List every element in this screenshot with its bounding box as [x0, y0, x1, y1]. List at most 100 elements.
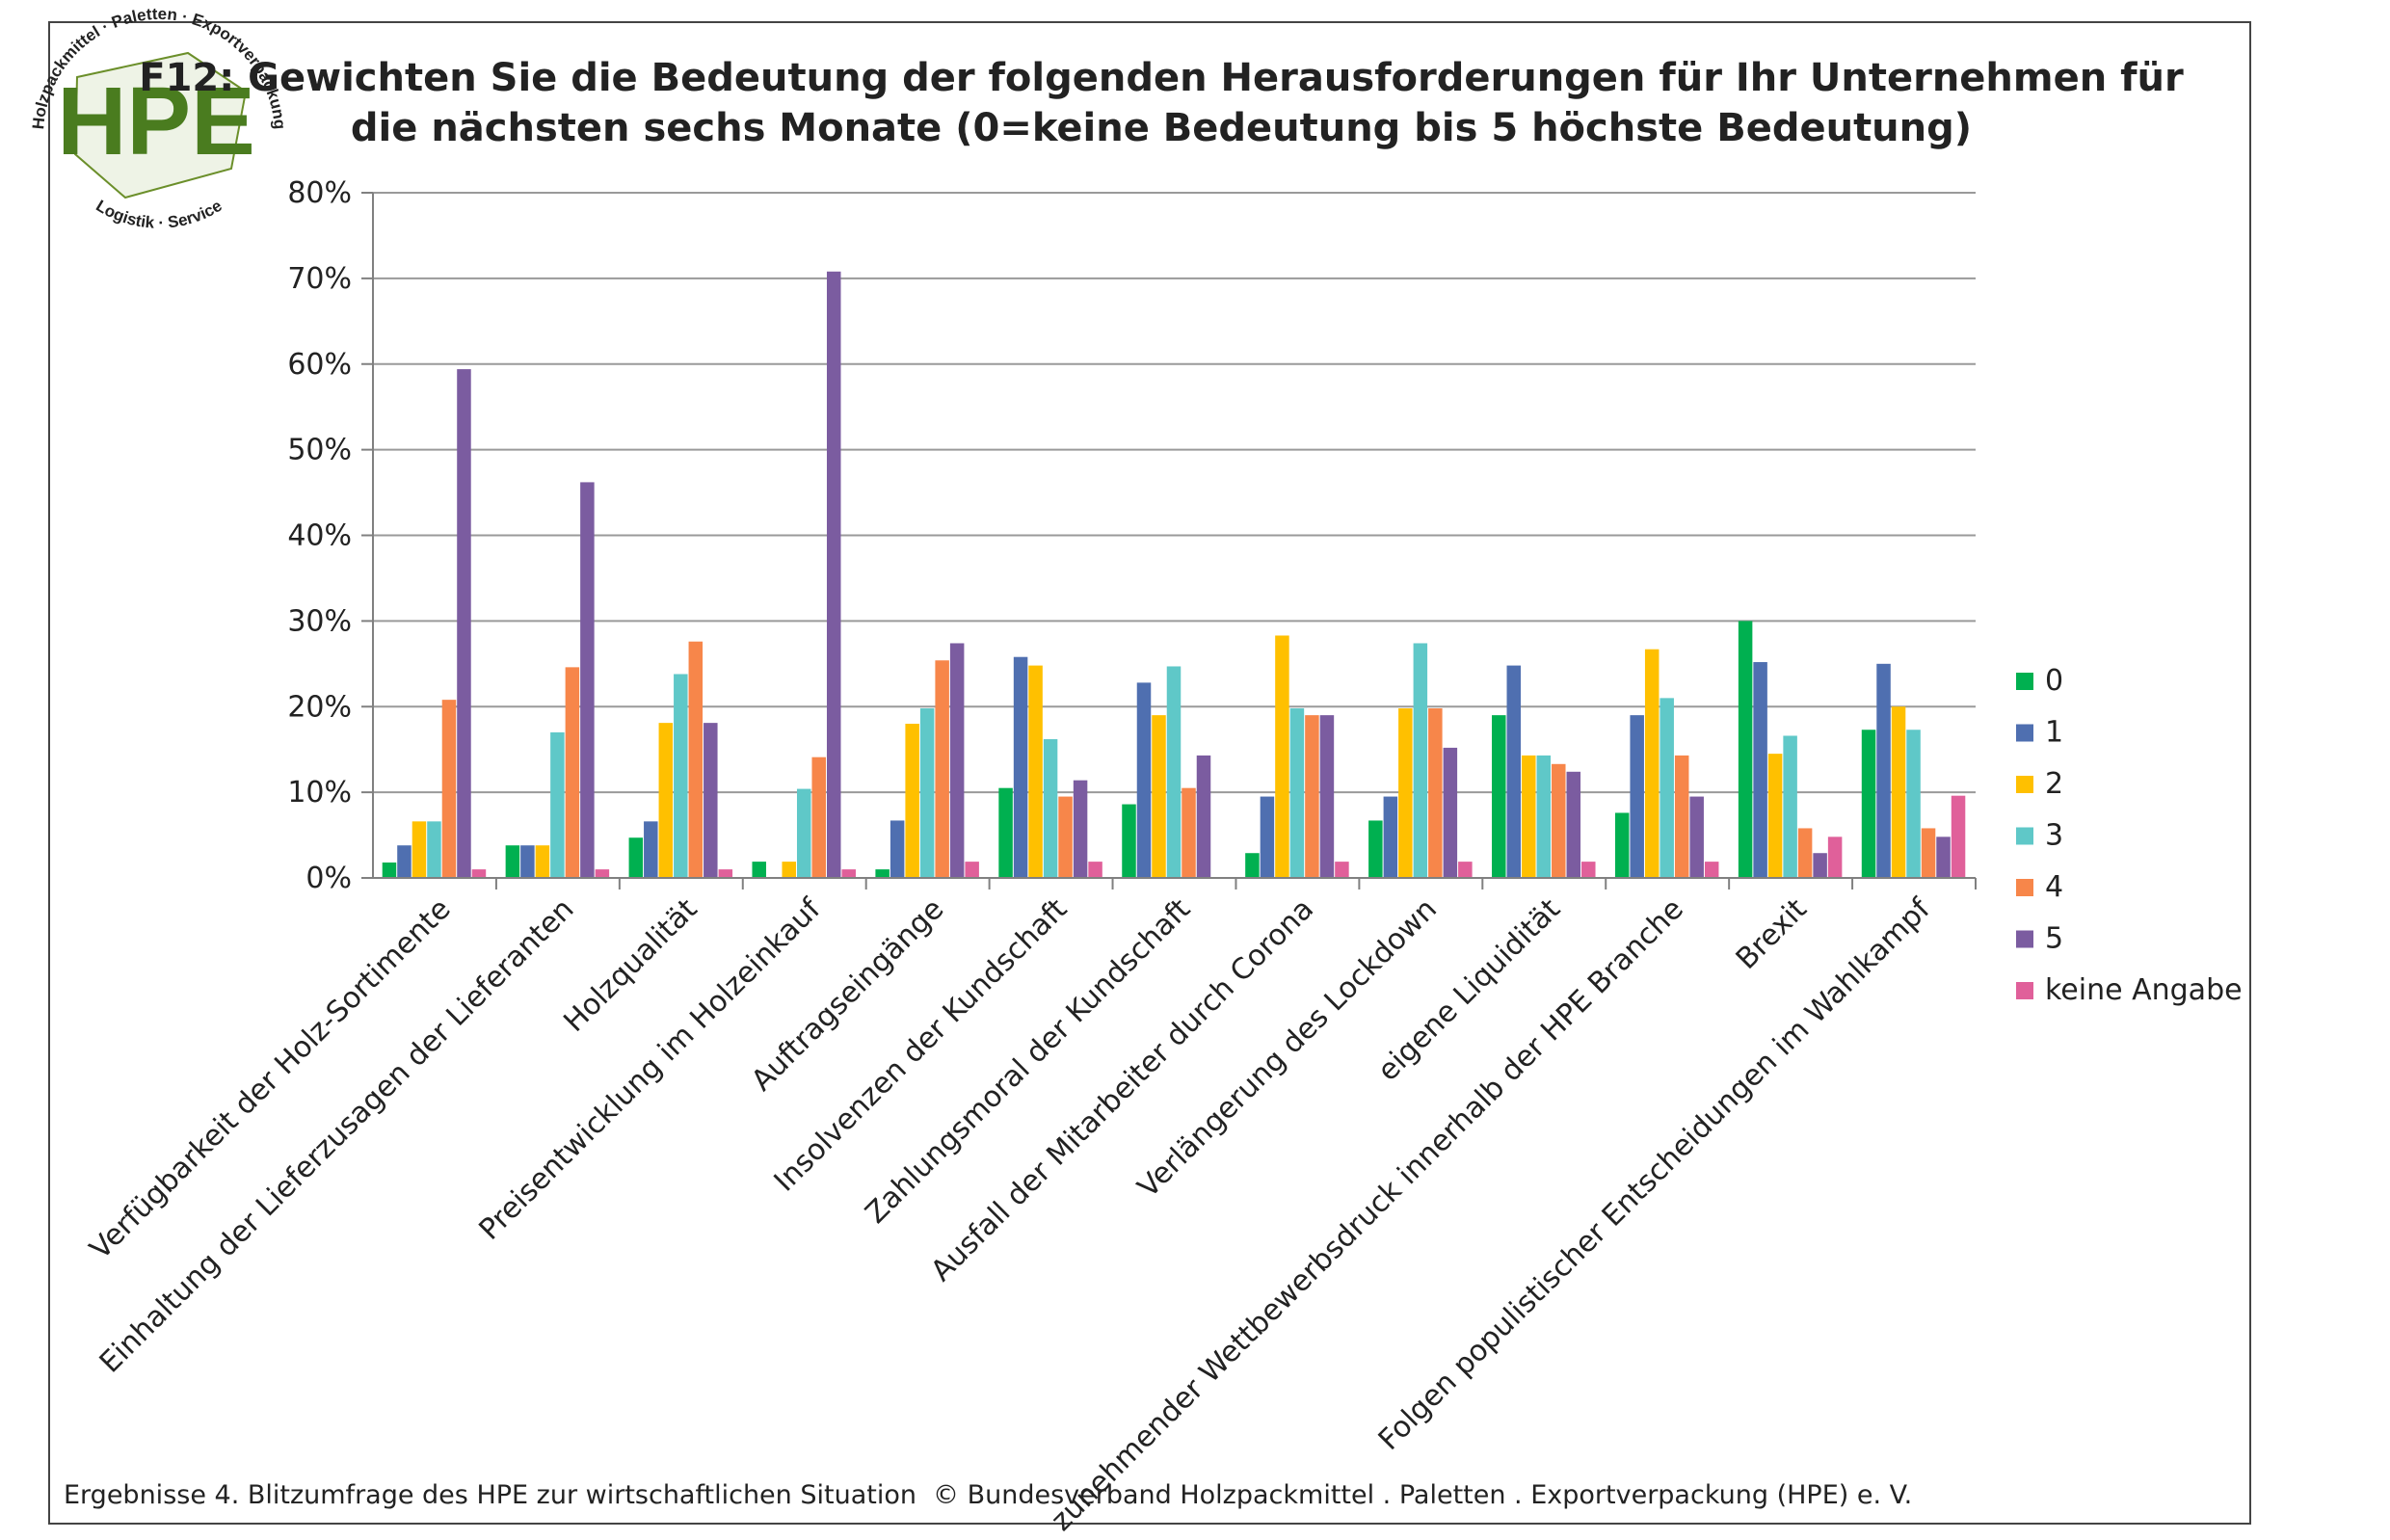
bar-0-7 — [1245, 853, 1260, 878]
bar-5-5 — [1073, 780, 1088, 878]
legend-label: 3 — [2045, 819, 2063, 853]
bar-2-11 — [1767, 754, 1783, 878]
bar-5-1 — [580, 482, 595, 878]
svg-text:Logistik · Service: Logistik · Service — [93, 197, 225, 232]
hpe-logo: HPE Holzpackmittel · Paletten · Exportve… — [29, 5, 289, 232]
bar-5-7 — [1319, 715, 1335, 878]
legend-label: 2 — [2045, 767, 2063, 801]
y-tick-label: 70% — [287, 262, 352, 296]
legend-label: 0 — [2045, 664, 2063, 698]
bars — [382, 271, 1966, 878]
bar-1-8 — [1383, 796, 1398, 878]
bar-3-10 — [1660, 698, 1674, 878]
footer-right: © Bundesverband Holzpackmittel . Palette… — [933, 1480, 1913, 1510]
bar-1-6 — [1136, 682, 1152, 878]
bar-2-0 — [412, 821, 427, 878]
bar-4-0 — [441, 700, 457, 878]
y-tick-label: 0% — [305, 862, 352, 895]
bar-4-1 — [565, 667, 580, 878]
bar-3-8 — [1413, 643, 1428, 878]
bar-4-11 — [1797, 828, 1813, 878]
bar-2-4 — [905, 724, 919, 878]
bar-5-2 — [704, 723, 718, 878]
bar-3-5 — [1043, 739, 1058, 878]
bar-5-4 — [949, 643, 965, 878]
bar-5-12 — [1936, 836, 1951, 878]
x-axis-labels: Verfügbarkeit der Holz-SortimenteEinhalt… — [84, 891, 1938, 1538]
legend-swatch — [2016, 724, 2033, 742]
bar-keine-Angabe-9 — [1581, 862, 1596, 878]
legend-label: 4 — [2045, 870, 2063, 904]
bar-1-1 — [520, 845, 535, 878]
bar-2-8 — [1398, 708, 1413, 878]
bar-4-2 — [688, 641, 704, 878]
bar-5-6 — [1196, 755, 1211, 878]
bar-4-3 — [811, 757, 826, 878]
legend-swatch — [2016, 776, 2033, 793]
legend-label: 5 — [2045, 922, 2063, 956]
bar-keine-Angabe-11 — [1827, 836, 1843, 878]
bar-3-3 — [796, 788, 811, 878]
bar-4-6 — [1182, 787, 1196, 878]
y-tick-label: 30% — [287, 604, 352, 638]
legend-swatch — [2016, 673, 2033, 690]
logo-bottom-arc: Logistik · Service — [93, 197, 225, 232]
bar-1-4 — [890, 820, 905, 878]
bar-2-6 — [1152, 715, 1166, 878]
x-category-label: Einhaltung der Lieferzusagen der Liefera… — [93, 892, 581, 1380]
bar-0-3 — [752, 862, 766, 878]
bar-5-11 — [1813, 853, 1827, 878]
bar-3-7 — [1289, 708, 1305, 878]
legend: 0 1 2 3 4 5 keine Angabe — [2016, 664, 2243, 1007]
bar-4-8 — [1428, 708, 1443, 878]
bar-0-11 — [1738, 621, 1753, 878]
bar-4-5 — [1058, 796, 1073, 878]
bar-1-7 — [1260, 796, 1275, 878]
bar-2-2 — [658, 723, 674, 878]
bar-1-10 — [1630, 715, 1644, 878]
y-tick-label: 10% — [287, 776, 352, 810]
bar-keine-Angabe-3 — [841, 869, 856, 878]
bar-0-2 — [628, 837, 644, 878]
bar-3-6 — [1166, 666, 1182, 878]
bar-2-10 — [1644, 649, 1660, 878]
y-tick-label: 50% — [287, 434, 352, 467]
x-category-label: Brexit — [1730, 892, 1814, 976]
legend-label: keine Angabe — [2045, 973, 2243, 1007]
legend-swatch — [2016, 879, 2033, 896]
legend-swatch — [2016, 930, 2033, 948]
bar-3-9 — [1536, 755, 1552, 878]
chart-title-line-2: die nächsten sechs Monate (0=keine Bedeu… — [351, 106, 1972, 150]
bar-0-5 — [998, 787, 1013, 878]
bar-4-7 — [1305, 715, 1319, 878]
bar-0-1 — [505, 845, 520, 878]
bar-0-0 — [382, 863, 397, 878]
bar-1-11 — [1753, 662, 1767, 878]
bar-1-9 — [1506, 665, 1522, 878]
bar-4-4 — [935, 660, 949, 878]
bar-keine-Angabe-8 — [1458, 862, 1473, 878]
bar-2-9 — [1522, 755, 1536, 878]
chart-title-line-1: F12: Gewichten Sie die Bedeutung der fol… — [139, 56, 2184, 100]
bar-5-0 — [457, 369, 471, 878]
bar-0-9 — [1492, 715, 1506, 878]
y-tick-label: 40% — [287, 519, 352, 553]
y-axis-ticks: 0% 10% 20% 30% 40% 50% 60% 70% 80% — [287, 176, 373, 895]
bar-4-12 — [1921, 828, 1936, 878]
bar-3-2 — [674, 674, 688, 878]
bar-3-11 — [1783, 735, 1797, 878]
bar-1-2 — [644, 821, 658, 878]
logo-text: HPE — [57, 67, 255, 175]
legend-label: 1 — [2045, 716, 2063, 750]
bar-5-8 — [1443, 747, 1458, 878]
bar-3-4 — [919, 708, 935, 878]
axes — [372, 193, 1977, 889]
bar-keine-Angabe-2 — [718, 869, 733, 878]
bar-5-3 — [826, 271, 841, 878]
x-category-label: Folgen populistischer Entscheidungen im … — [1372, 891, 1938, 1457]
bar-keine-Angabe-7 — [1335, 862, 1349, 878]
bar-keine-Angabe-1 — [595, 869, 610, 878]
chart-frame — [48, 21, 2251, 1525]
bar-keine-Angabe-4 — [965, 862, 979, 878]
bar-2-12 — [1891, 706, 1906, 878]
